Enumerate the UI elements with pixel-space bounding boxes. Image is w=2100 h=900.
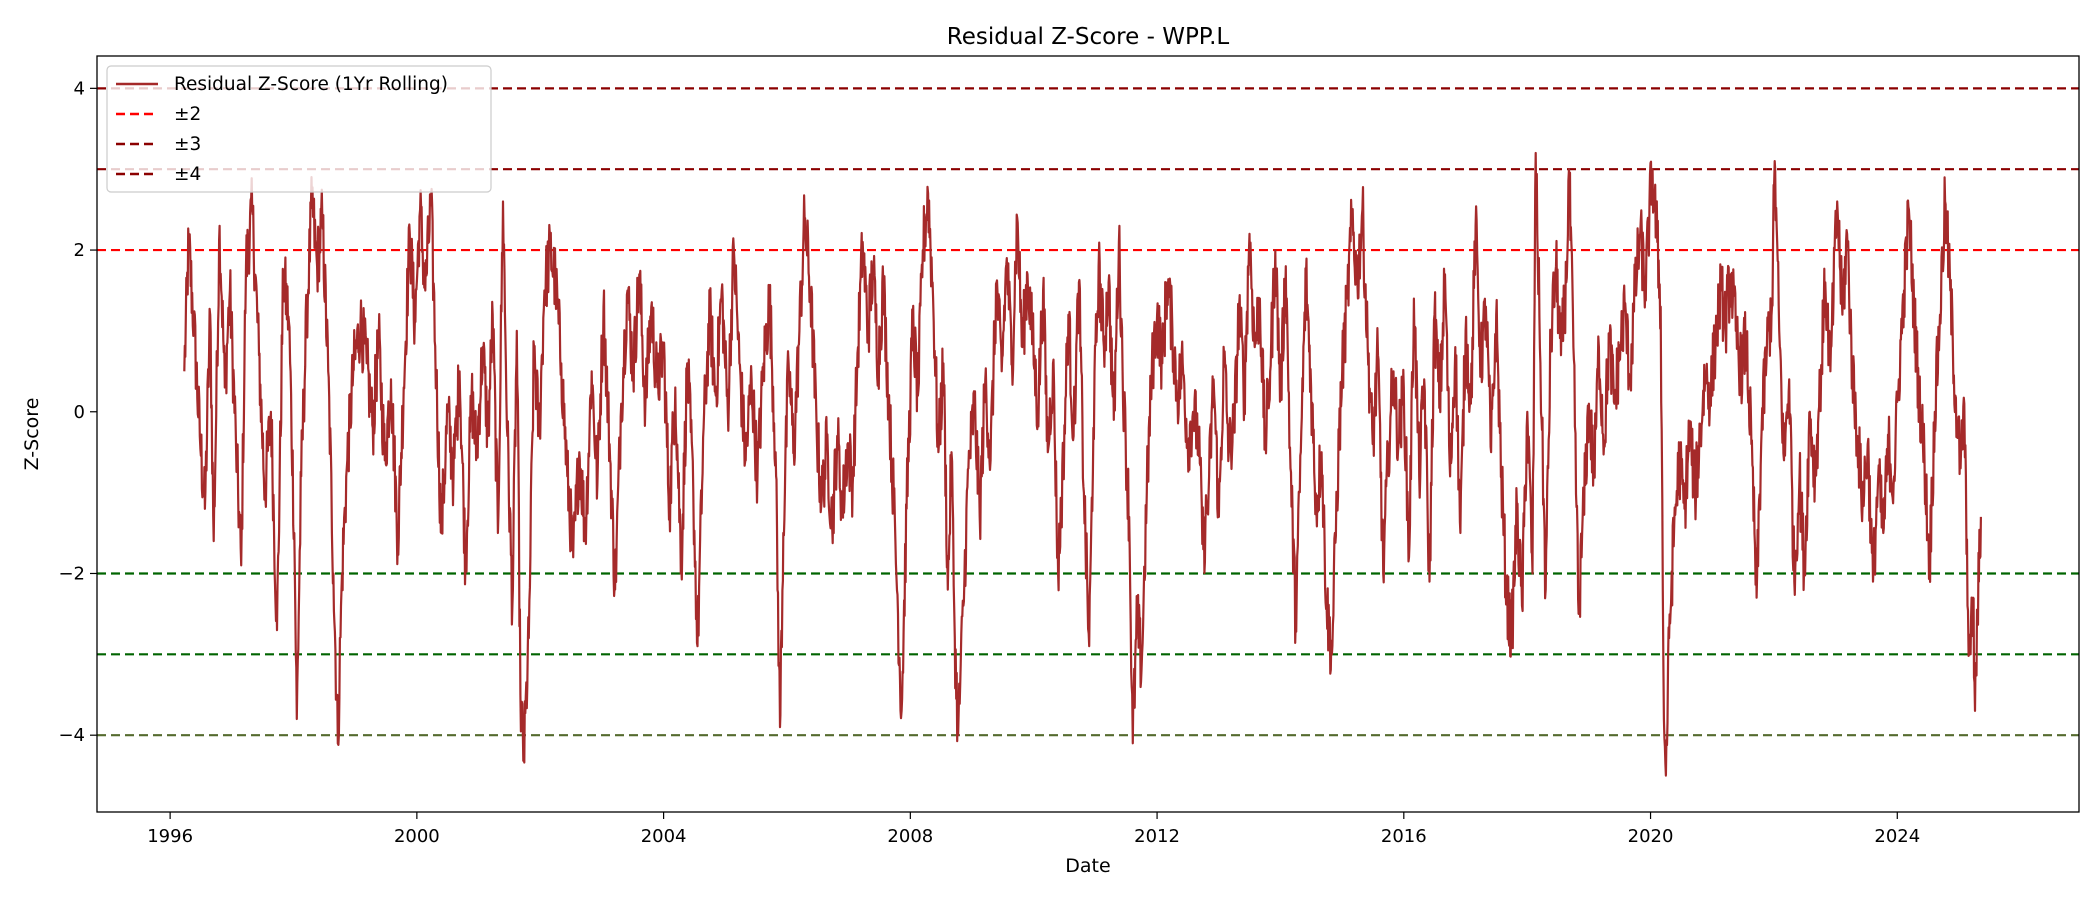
x-tick-label: 2016 <box>1381 826 1427 847</box>
legend-box <box>106 65 492 193</box>
plot-area-frame <box>96 55 2080 813</box>
legend-label: ±3 <box>174 134 201 155</box>
chart-title: Residual Z-Score - WPP.L <box>947 24 1230 50</box>
x-axis-label: Date <box>1065 855 1110 877</box>
x-tick-label: 1996 <box>147 826 193 847</box>
legend-label: ±2 <box>174 104 201 125</box>
legend-label: Residual Z-Score (1Yr Rolling) <box>174 74 448 95</box>
x-tick-label: 2020 <box>1628 826 1674 847</box>
x-tick-label: 2024 <box>1874 826 1920 847</box>
x-tick-label: 2012 <box>1134 826 1180 847</box>
x-tick-label: 2004 <box>641 826 687 847</box>
y-tick-label: 0 <box>74 402 85 423</box>
legend: Residual Z-Score (1Yr Rolling) ±2 ±3 ±4 <box>106 65 492 193</box>
y-axis-label: Z-Score <box>21 398 43 471</box>
series-line-residual-zscore <box>183 151 1982 777</box>
y-tick-label: −4 <box>58 725 85 746</box>
series-group <box>183 151 1982 777</box>
x-axis: 1996 2000 2004 2008 2012 2016 2020 2024 <box>147 812 1920 847</box>
x-tick-label: 2008 <box>887 826 933 847</box>
y-tick-label: 4 <box>74 78 85 99</box>
y-axis: 4 2 0 −2 −4 <box>58 78 97 746</box>
legend-label: ±4 <box>174 164 201 185</box>
y-tick-label: 2 <box>74 240 85 261</box>
x-tick-label: 2000 <box>394 826 440 847</box>
y-tick-label: −2 <box>58 563 85 584</box>
